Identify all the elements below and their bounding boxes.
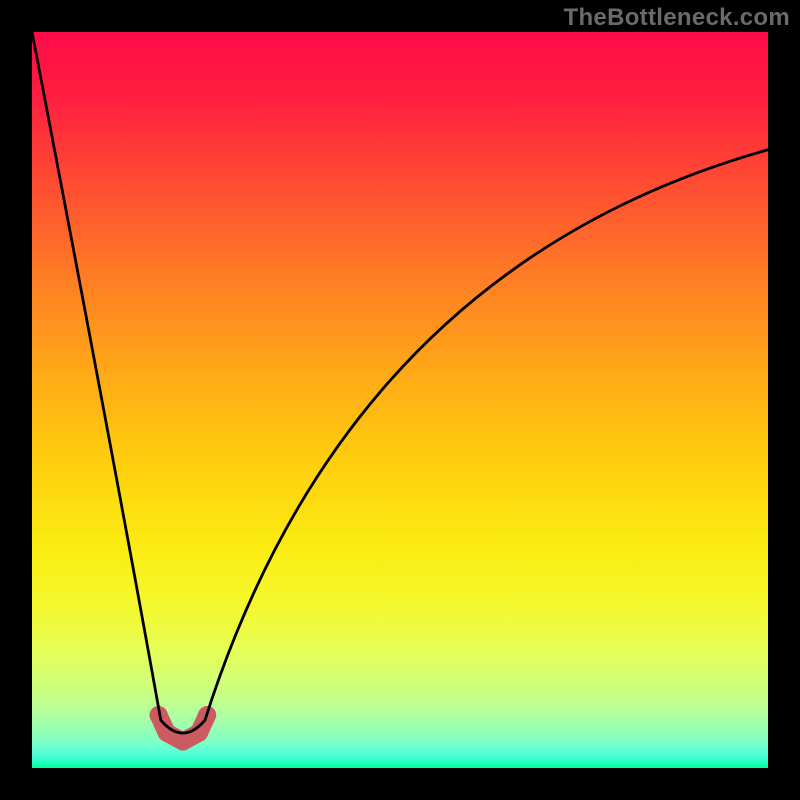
curve-layer [32, 32, 768, 768]
plot-area [32, 32, 768, 768]
bottleneck-curve [32, 32, 768, 733]
chart-frame: TheBottleneck.com [0, 0, 800, 800]
watermark-text: TheBottleneck.com [564, 4, 790, 32]
marker-dot [174, 733, 192, 751]
